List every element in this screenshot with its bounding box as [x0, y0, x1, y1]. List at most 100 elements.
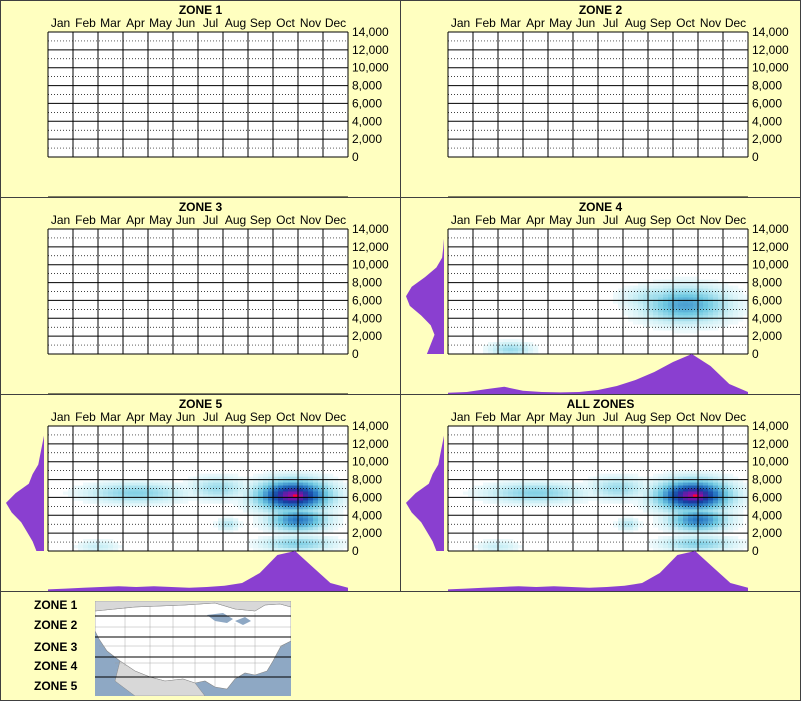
- heat-cell: [313, 515, 319, 519]
- y-tick-label: 12,000: [352, 437, 389, 451]
- heat-cell: [158, 482, 164, 486]
- heat-cell: [723, 312, 729, 316]
- heat-cell: [553, 479, 559, 483]
- heat-cell: [583, 485, 589, 489]
- heat-cell: [708, 473, 714, 477]
- heat-cell: [658, 285, 664, 289]
- heat-cell: [708, 506, 714, 510]
- month-label: Mar: [500, 213, 521, 227]
- heat-cell: [188, 482, 194, 486]
- heat-cell: [328, 488, 334, 492]
- heat-cell: [298, 521, 304, 525]
- heat-cell: [598, 479, 604, 483]
- heat-cell: [273, 500, 279, 504]
- heat-cell: [308, 491, 314, 495]
- heat-cell: [638, 282, 644, 286]
- heat-cell: [698, 321, 704, 325]
- heat-cell: [668, 482, 674, 486]
- heat-cell: [603, 497, 609, 501]
- heat-cell: [708, 309, 714, 313]
- heat-cell: [623, 479, 629, 483]
- heat-cell: [313, 530, 319, 534]
- heat-cell: [313, 524, 319, 528]
- heat-cell: [703, 503, 709, 507]
- heat-cell: [183, 491, 189, 495]
- heat-cell: [273, 488, 279, 492]
- heat-cell: [203, 491, 209, 495]
- heat-cell: [688, 276, 694, 280]
- heat-cell: [628, 488, 634, 492]
- heat-cell: [288, 521, 294, 525]
- y-tick-label: 2,000: [352, 526, 382, 540]
- heat-cell: [653, 509, 659, 513]
- heat-cell: [148, 503, 154, 507]
- heat-cell: [698, 282, 704, 286]
- heat-cell: [283, 512, 289, 516]
- heat-cell: [268, 515, 274, 519]
- heat-cell: [663, 512, 669, 516]
- heat-cell: [678, 515, 684, 519]
- heat-cell: [103, 500, 109, 504]
- heat-cell: [208, 497, 214, 501]
- heat-cell: [663, 536, 669, 540]
- heat-cell: [303, 536, 309, 540]
- heat-cell: [308, 518, 314, 522]
- heat-cell: [713, 488, 719, 492]
- heat-cell: [738, 524, 744, 528]
- heat-cell: [708, 530, 714, 534]
- heat-cell: [703, 542, 709, 546]
- heat-cell: [483, 500, 489, 504]
- heat-cell: [738, 491, 744, 495]
- month-label: Oct: [276, 213, 295, 227]
- heat-cell: [223, 491, 229, 495]
- heat-cell: [608, 488, 614, 492]
- heat-cell: [703, 291, 709, 295]
- heat-cell: [538, 482, 544, 486]
- heat-cell: [708, 482, 714, 486]
- heat-cell: [713, 288, 719, 292]
- heat-cell: [733, 321, 739, 325]
- heat-cell: [273, 542, 279, 546]
- month-label: Jan: [51, 16, 70, 30]
- heat-cell: [723, 285, 729, 289]
- heat-cell: [78, 545, 84, 549]
- heat-cell: [303, 491, 309, 495]
- heat-cell: [333, 491, 339, 495]
- heat-cell: [298, 497, 304, 501]
- heat-cell: [533, 497, 539, 501]
- heat-cell: [728, 291, 734, 295]
- heat-cell: [613, 494, 619, 498]
- heat-cell: [738, 488, 744, 492]
- heat-cell: [233, 491, 239, 495]
- heat-cell: [678, 279, 684, 283]
- heat-cell: [718, 318, 724, 322]
- heat-cell: [708, 318, 714, 322]
- heat-cell: [308, 497, 314, 501]
- heat-cell: [263, 476, 269, 480]
- heat-cell: [283, 506, 289, 510]
- heat-cell: [718, 473, 724, 477]
- heat-cell: [303, 506, 309, 510]
- heat-cell: [678, 285, 684, 289]
- heat-cell: [743, 500, 749, 504]
- heat-cell: [498, 345, 504, 349]
- heat-cell: [738, 494, 744, 498]
- heat-cell: [728, 294, 734, 298]
- us-map-icon: [95, 601, 291, 696]
- heat-cell: [488, 482, 494, 486]
- heat-cell: [483, 345, 489, 349]
- heat-cell: [698, 518, 704, 522]
- heat-cell: [518, 485, 524, 489]
- heat-cell: [113, 482, 119, 486]
- heat-cell: [643, 500, 649, 504]
- heat-cell: [233, 503, 239, 507]
- heat-cell: [323, 473, 329, 477]
- heat-cell: [728, 494, 734, 498]
- month-label: Jun: [576, 16, 595, 30]
- heat-cell: [568, 494, 574, 498]
- heat-cell: [713, 297, 719, 301]
- heat-cell: [688, 315, 694, 319]
- heat-cell: [653, 500, 659, 504]
- heat-cell: [283, 539, 289, 543]
- heat-cell: [728, 476, 734, 480]
